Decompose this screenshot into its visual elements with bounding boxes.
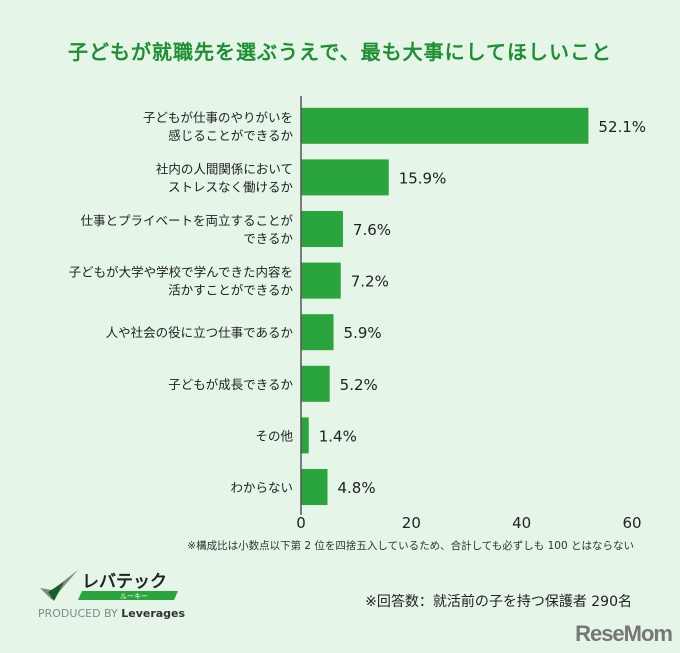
- logo-sub: ルーキー: [120, 593, 148, 601]
- category-label: 仕事とプライベートを両立することが: [80, 213, 293, 228]
- watermark: ReseMom: [575, 621, 673, 646]
- bar: [301, 262, 341, 299]
- logo-name: レバテック: [82, 572, 167, 592]
- bar: [301, 159, 389, 196]
- x-tick-label: 40: [512, 514, 531, 532]
- category-label: 子どもが仕事のやりがいを: [143, 110, 293, 125]
- category-label: その他: [255, 428, 293, 443]
- bar: [301, 107, 589, 144]
- data-label: 5.9%: [344, 324, 382, 342]
- bar: [301, 365, 330, 402]
- category-label: 感じることができるか: [168, 128, 293, 143]
- data-label: 7.6%: [353, 221, 391, 239]
- footnote: ※構成比は小数点以下第 2 位を四捨五入しているため、合計しても必ずしも 100…: [187, 540, 634, 552]
- brand-name: Leverages: [121, 607, 186, 620]
- data-label: 7.2%: [351, 273, 389, 291]
- category-label: 社内の人間関係において: [156, 161, 293, 176]
- bar: [301, 417, 309, 454]
- chart-title: 子どもが就職先を選ぶうえで、最も大事にしてほしいこと: [68, 40, 612, 64]
- category-label: できるか: [243, 231, 293, 246]
- category-label: ストレスなく働けるか: [168, 179, 294, 194]
- produced-by: PRODUCED BY Leverages: [38, 607, 185, 621]
- category-label: 人や社会の役に立つ仕事であるか: [106, 325, 294, 340]
- category-label: わからない: [230, 480, 293, 495]
- category-label: 子どもが大学や学校で学んできた内容を: [69, 265, 293, 280]
- bar: [301, 314, 334, 351]
- x-tick-label: 20: [402, 514, 421, 532]
- respondents-note: ※回答数：就活前の子を持つ保護者 290名: [365, 594, 632, 610]
- data-label: 5.2%: [340, 376, 378, 394]
- data-label: 4.8%: [337, 479, 375, 497]
- check-logo-icon: [40, 570, 78, 600]
- levtech-rookie-logo: レバテック ルーキー: [40, 570, 178, 601]
- x-tick-label: 0: [296, 514, 306, 532]
- category-label: 活かすことができるか: [168, 283, 293, 298]
- x-tick-label: 60: [622, 514, 641, 532]
- produced-by-label: PRODUCED BY: [38, 607, 118, 620]
- category-label: 子どもが成長できるか: [168, 377, 293, 392]
- data-label: 1.4%: [319, 427, 357, 445]
- bar: [301, 469, 328, 505]
- bar: [301, 211, 343, 247]
- data-label: 52.1%: [598, 118, 646, 136]
- data-label: 15.9%: [399, 169, 447, 187]
